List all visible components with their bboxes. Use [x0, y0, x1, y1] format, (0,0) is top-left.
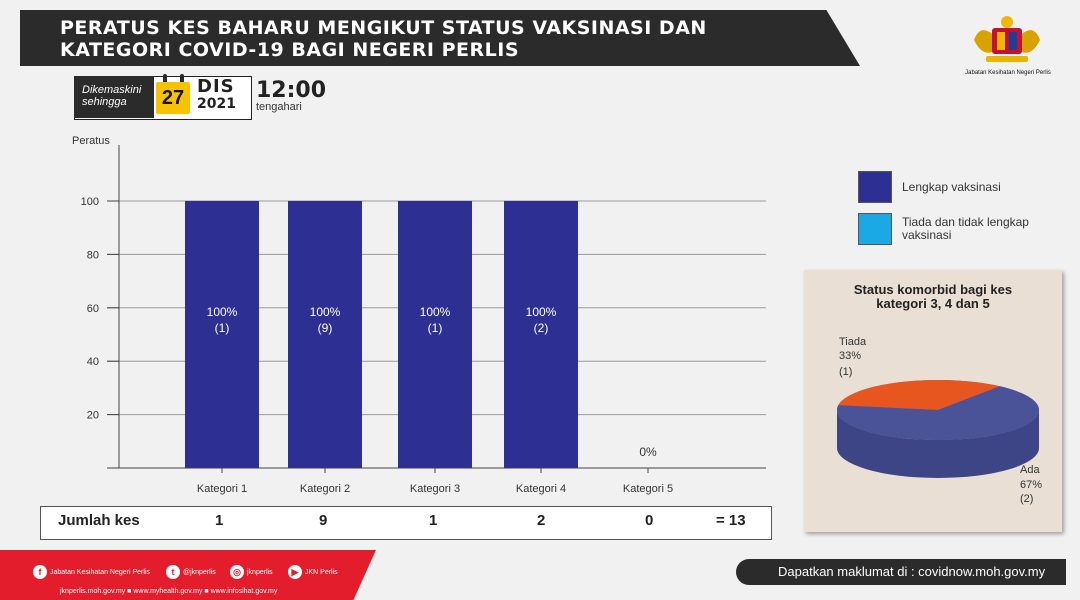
pie-count-ada: (2) [1020, 493, 1034, 505]
update-label-line2: sehingga [82, 96, 127, 108]
social-youtube-label: JKN Perlis [305, 568, 338, 576]
calendar-ring-left [163, 74, 167, 84]
y-tick-label-60: 60 [87, 303, 99, 315]
bar-label-count-2: (9) [318, 321, 333, 335]
x-tick-label-1: Kategori 1 [197, 483, 247, 495]
legend-swatch-complete [858, 171, 892, 203]
y-tick-label-20: 20 [87, 410, 99, 422]
pie-chart [837, 380, 1039, 478]
bar-kategori-2 [288, 201, 362, 468]
pie-pct-tiada: 33% [839, 350, 862, 362]
x-tick-label-2: Kategori 2 [300, 483, 350, 495]
totals-label: Jumlah kes [58, 512, 140, 529]
pie-label-ada: Ada [1020, 464, 1040, 476]
footer-urls: jknperlis.moh.gov.my ■ www.myhealth.gov.… [60, 588, 278, 595]
total-kategori-1: 1 [215, 512, 224, 529]
social-youtube[interactable]: ▶ JKN Perlis [288, 565, 338, 579]
bar-label-pct-2: 100% [310, 305, 341, 319]
total-kategori-4: 2 [537, 512, 546, 529]
info-link[interactable]: Dapatkan maklumat di : covidnow.moh.gov.… [736, 559, 1066, 585]
calendar-ring-right [180, 74, 184, 84]
update-time: 12:00 [256, 78, 327, 103]
bar-label-count-3: (1) [428, 321, 443, 335]
calendar-day: 27 [156, 82, 190, 114]
social-facebook-label: Jabatan Kesihatan Negeri Perlis [50, 568, 151, 576]
legend-swatch-incomplete [858, 213, 892, 245]
pie-label-tiada: Tiada [839, 336, 867, 348]
social-facebook[interactable]: f Jabatan Kesihatan Negeri Perlis [33, 565, 150, 579]
update-label: Dikemaskini sehingga [74, 76, 154, 118]
update-time-label: tengahari [256, 101, 302, 113]
y-tick-label-100: 100 [81, 196, 99, 208]
calendar-month: DIS [197, 76, 235, 97]
footer-social-bar [0, 550, 376, 600]
total-kategori-3: 1 [429, 512, 438, 529]
pie-pct-ada: 67% [1020, 479, 1043, 491]
x-tick-label-3: Kategori 3 [410, 483, 460, 495]
bar-label-pct-4: 100% [526, 305, 557, 319]
bar-label-pct-5: 0% [639, 445, 657, 459]
bar-kategori-3 [398, 201, 472, 468]
pie-title-line1: Status komorbid bagi kes [853, 282, 1013, 297]
pie-slice-ada-top [837, 386, 1039, 440]
legend-label-incomplete-line2: vaksinasi [902, 228, 952, 242]
bar-label-count-1: (1) [215, 321, 230, 335]
totals-row [40, 506, 772, 540]
twitter-icon: t [166, 565, 180, 579]
page-title-line2: KATEGORI COVID-19 BAGI NEGERI PERLIS [60, 39, 520, 61]
instagram-icon: ◎ [230, 565, 244, 579]
legend-label-complete: Lengkap vaksinasi [902, 180, 1001, 194]
x-tick-label-4: Kategori 4 [516, 483, 566, 495]
y-axis-label: Peratus [72, 135, 110, 147]
social-twitter[interactable]: t @jknperlis [166, 565, 216, 579]
title-banner [20, 10, 860, 66]
pie-title-line2: kategori 3, 4 dan 5 [876, 296, 990, 311]
social-instagram-label: jknperlis [247, 568, 273, 576]
bar-label-count-4: (2) [534, 321, 549, 335]
youtube-icon: ▶ [288, 565, 302, 579]
pie-slice-tiada [838, 380, 1000, 410]
pie-count-tiada: (1) [839, 366, 853, 378]
bar-kategori-1 [185, 201, 259, 468]
total-kategori-2: 9 [319, 512, 328, 529]
total-sum: = 13 [716, 512, 746, 529]
bar-label-pct-1: 100% [207, 305, 238, 319]
calendar-year: 2021 [197, 96, 236, 112]
y-tick-label-80: 80 [87, 249, 99, 261]
bar-label-pct-3: 100% [420, 305, 451, 319]
social-twitter-label: @jknperlis [183, 568, 216, 576]
facebook-icon: f [33, 565, 47, 579]
jata-negara-logo [974, 16, 1040, 62]
pie-side-ada [837, 410, 1039, 478]
social-instagram[interactable]: ◎ jknperlis [230, 565, 273, 579]
total-kategori-5: 0 [645, 512, 654, 529]
page-title-line1: PERATUS KES BAHARU MENGIKUT STATUS VAKSI… [60, 17, 707, 39]
x-tick-label-5: Kategori 5 [623, 483, 673, 495]
y-tick-label-40: 40 [87, 356, 99, 368]
bar-kategori-4 [504, 201, 578, 468]
logo-caption: Jabatan Kesihatan Negeri Perlis [965, 70, 1051, 76]
update-label-line1: Dikemaskini [82, 84, 142, 96]
legend-label-incomplete-line1: Tiada dan tidak lengkap [902, 215, 1029, 229]
